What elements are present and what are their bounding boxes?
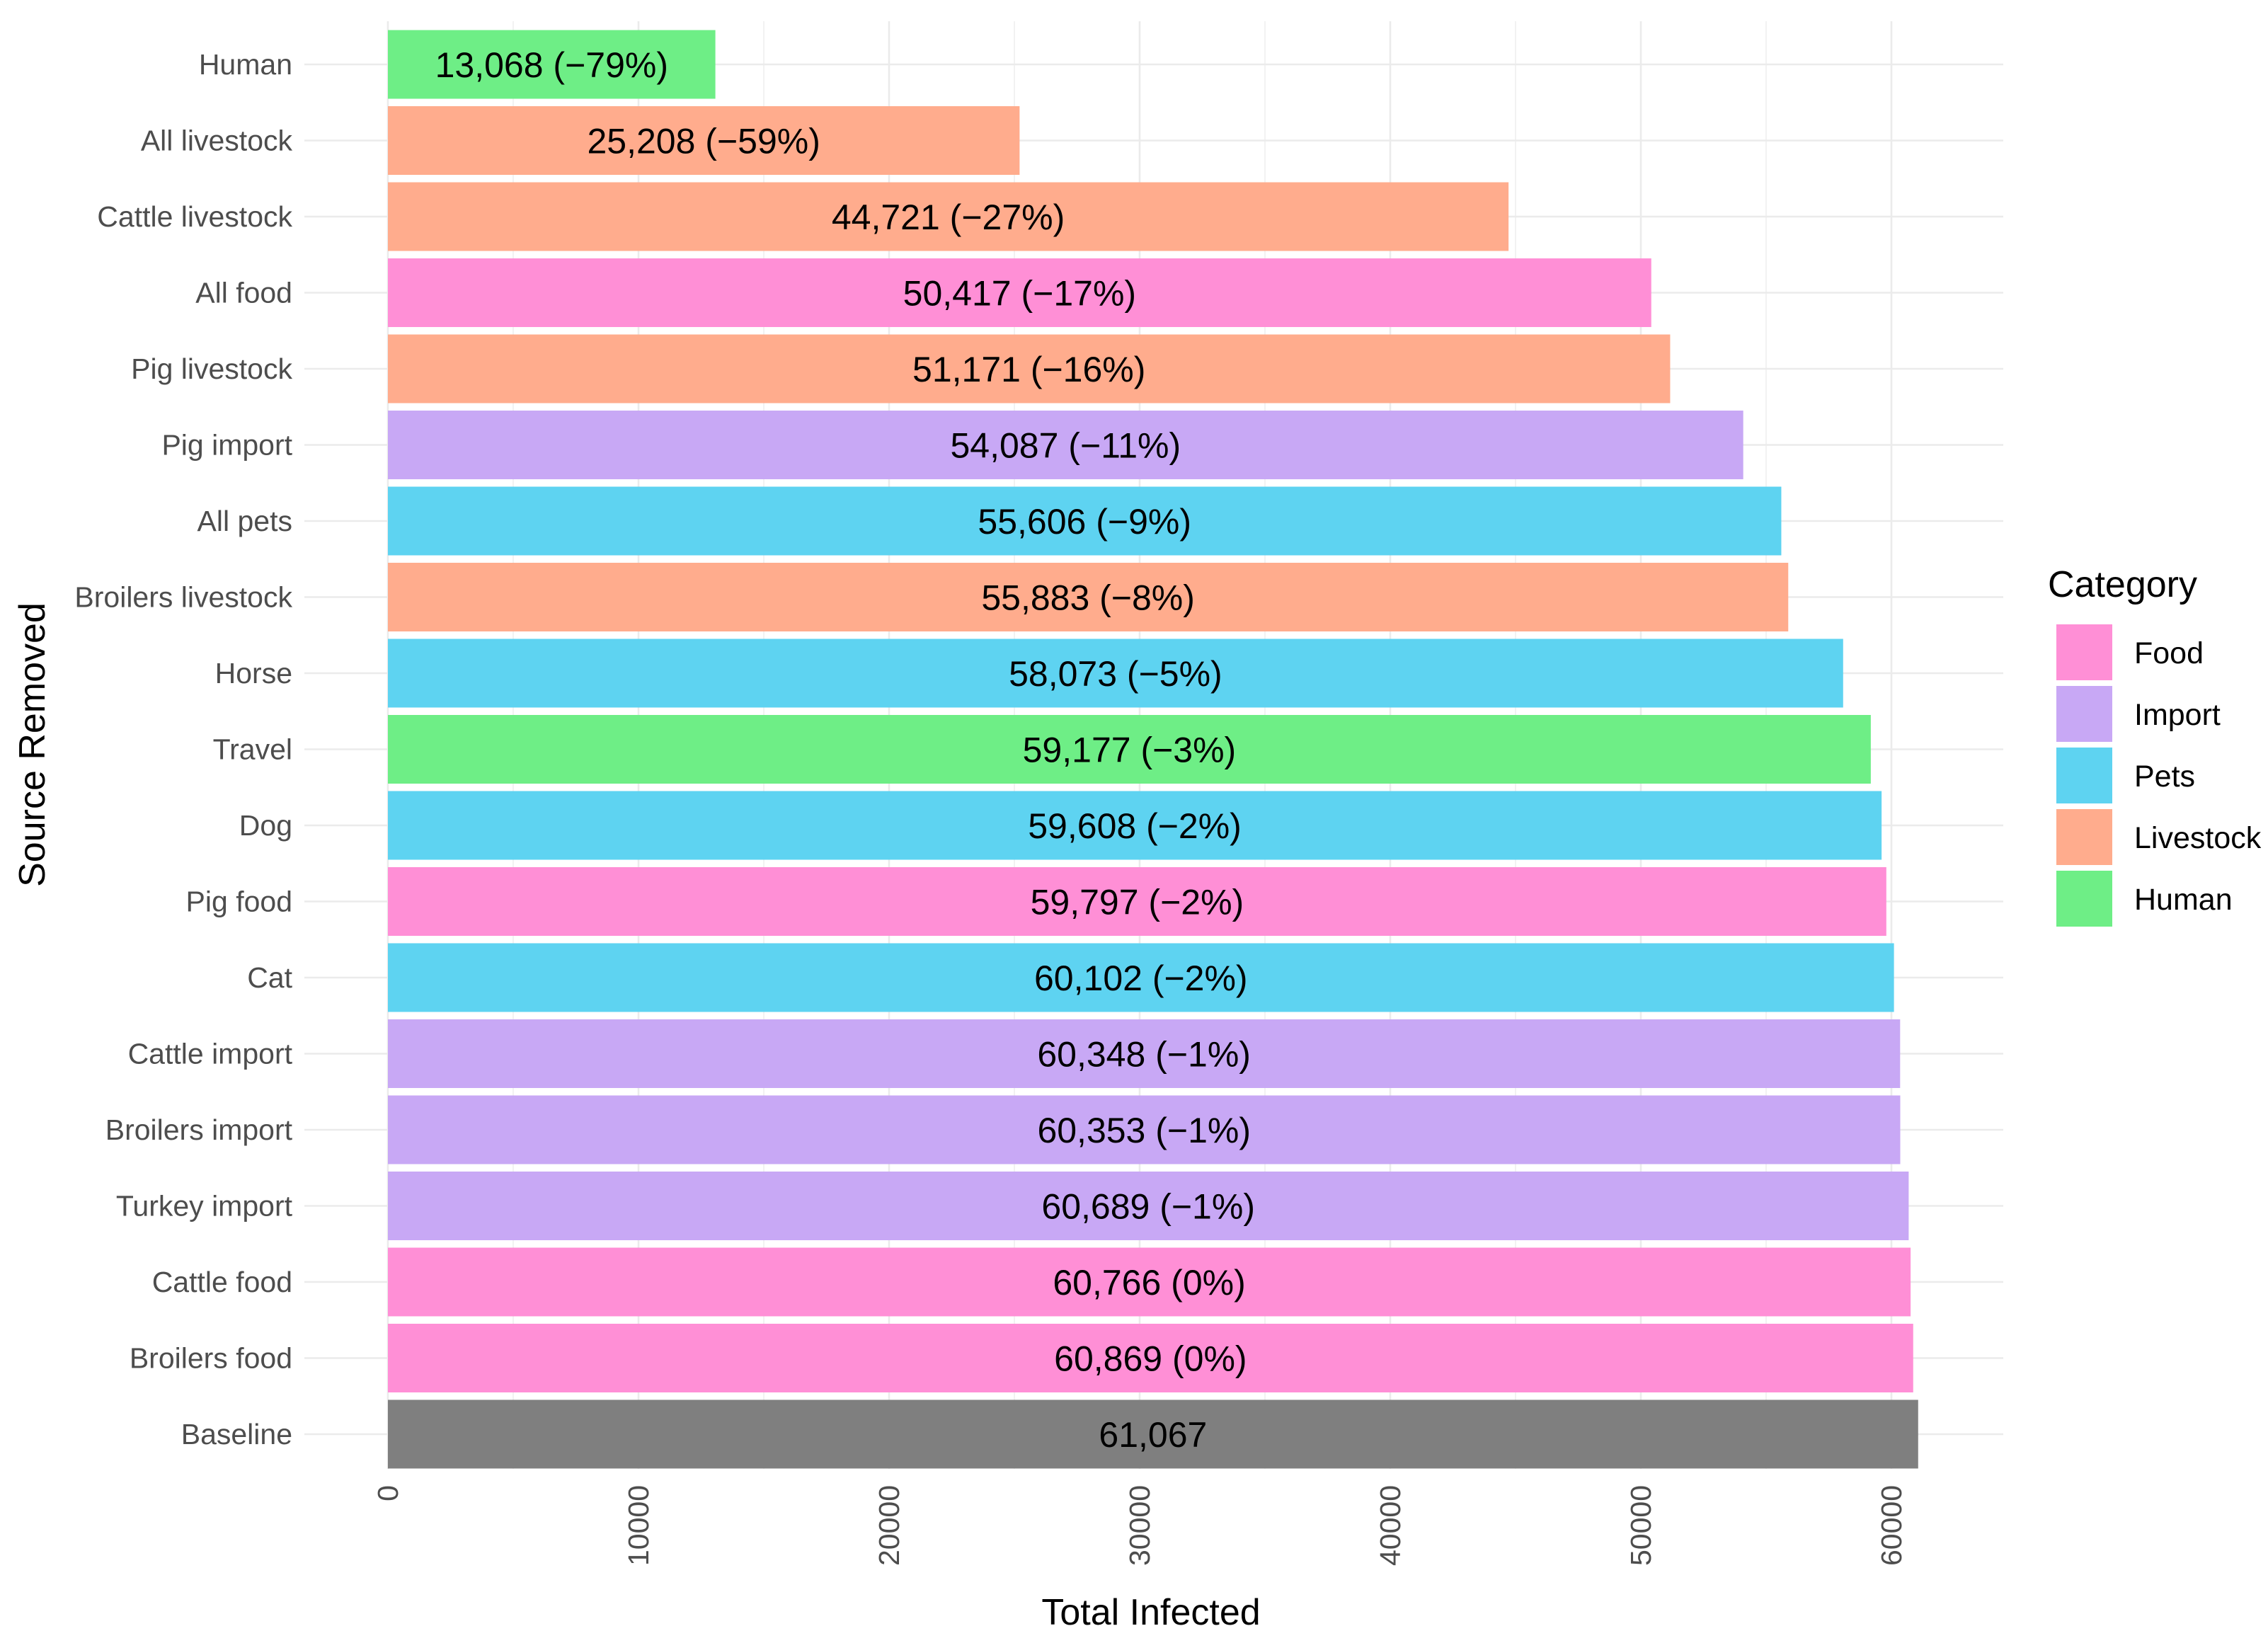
y-tick-label: Broilers livestock <box>74 581 292 614</box>
y-tick-label: Cattle import <box>128 1038 293 1070</box>
bar <box>388 1019 1901 1088</box>
bar-value-label: 58,073 (−5%) <box>1009 654 1222 694</box>
legend-swatch <box>2056 624 2112 680</box>
x-tick-label: 20000 <box>873 1485 905 1566</box>
x-axis-tick-labels: 0 10000 20000 30000 40000 50000 60000 <box>372 1485 1908 1566</box>
x-tick-label: 10000 <box>622 1485 655 1566</box>
legend-items: Food Import Pets Livestock Human <box>2056 624 2262 927</box>
legend-label: Import <box>2134 698 2221 732</box>
y-tick-label: Cattle livestock <box>97 200 292 233</box>
bar <box>388 258 1651 327</box>
y-tick-label: Pig food <box>186 886 292 918</box>
bar <box>388 1172 1909 1240</box>
bar <box>388 715 1871 784</box>
bar-value-label: 60,869 (0%) <box>1054 1339 1247 1379</box>
bar-value-label: 50,417 (−17%) <box>903 274 1136 314</box>
bar <box>388 486 1782 556</box>
y-tick-label: Dog <box>239 809 292 842</box>
legend-title: Category <box>2048 564 2197 605</box>
bar-value-label: 55,883 (−8%) <box>981 578 1195 618</box>
bar <box>388 639 1843 708</box>
x-tick-label: 60000 <box>1875 1485 1908 1566</box>
bar-value-label: 13,068 (−79%) <box>435 45 668 85</box>
bar <box>388 106 1020 175</box>
y-tick-label: Travel <box>213 733 292 766</box>
bar <box>388 1247 1911 1317</box>
y-tick-label: Baseline <box>181 1418 292 1450</box>
bar-value-label: 60,348 (−1%) <box>1037 1035 1251 1075</box>
bar <box>388 1095 1901 1164</box>
legend-swatch <box>2056 686 2112 742</box>
y-tick-label: Human <box>199 48 292 81</box>
x-tick-label: 50000 <box>1625 1485 1657 1566</box>
y-tick-label: Broilers import <box>105 1114 293 1146</box>
bar <box>388 867 1886 936</box>
x-tick-label: 0 <box>372 1485 404 1501</box>
bar <box>388 943 1894 1012</box>
x-tick-label: 30000 <box>1123 1485 1156 1566</box>
legend: Category Food Import Pets Livestock Human <box>2048 564 2262 927</box>
bar-value-label: 59,177 (−3%) <box>1023 731 1237 770</box>
y-tick-label: Turkey import <box>116 1190 293 1223</box>
y-axis-tick-labels: Human All livestock Cattle livestock All fo… <box>74 48 292 1450</box>
bar-value-label: 59,797 (−2%) <box>1031 883 1244 922</box>
y-tick-label: Pig livestock <box>131 353 292 385</box>
bar <box>388 30 716 99</box>
bar-value-label: 61,067 <box>1099 1415 1207 1455</box>
legend-swatch <box>2056 748 2112 803</box>
bar <box>388 791 1882 860</box>
legend-label: Livestock <box>2134 821 2262 855</box>
bar-value-label: 60,353 (−1%) <box>1037 1111 1251 1150</box>
y-tick-label: All livestock <box>141 125 293 157</box>
y-tick-label: Horse <box>215 657 292 689</box>
bar-value-label: 60,102 (−2%) <box>1034 958 1248 998</box>
bar <box>388 1324 1913 1392</box>
y-tick-label: Cattle food <box>152 1266 292 1298</box>
bar <box>388 563 1789 631</box>
y-tick-label: Pig import <box>161 429 292 462</box>
legend-label: Human <box>2134 883 2233 917</box>
bar <box>388 182 1509 251</box>
y-tick-label: All pets <box>197 505 292 537</box>
y-axis-title: Source Removed <box>12 602 53 887</box>
y-tick-label: All food <box>195 277 292 309</box>
bar-value-label: 59,608 (−2%) <box>1028 806 1242 846</box>
legend-label: Food <box>2134 636 2204 670</box>
bar-value-label: 54,087 (−11%) <box>950 426 1181 466</box>
bar-value-label: 44,721 (−27%) <box>832 197 1065 237</box>
x-axis-title: Total Infected <box>1041 1592 1260 1633</box>
bar-value-label: 55,606 (−9%) <box>978 502 1191 542</box>
bar <box>388 411 1743 479</box>
x-tick-label: 40000 <box>1374 1485 1407 1566</box>
bar <box>388 334 1671 403</box>
bar-value-label: 60,766 (0%) <box>1053 1263 1245 1303</box>
bar-value-label: 51,171 (−16%) <box>912 350 1145 389</box>
y-tick-label: Broilers food <box>130 1342 292 1375</box>
bars: 13,068 (−79%) 25,208 (−59%) 44,721 (−27%) 5… <box>388 30 1918 1469</box>
bar-value-label: 25,208 (−59%) <box>587 122 820 161</box>
y-tick-label: Cat <box>247 961 292 994</box>
legend-swatch <box>2056 809 2112 865</box>
legend-swatch <box>2056 871 2112 927</box>
bar-value-label: 60,689 (−1%) <box>1041 1187 1255 1227</box>
legend-label: Pets <box>2134 760 2195 794</box>
bar <box>388 1399 1918 1469</box>
